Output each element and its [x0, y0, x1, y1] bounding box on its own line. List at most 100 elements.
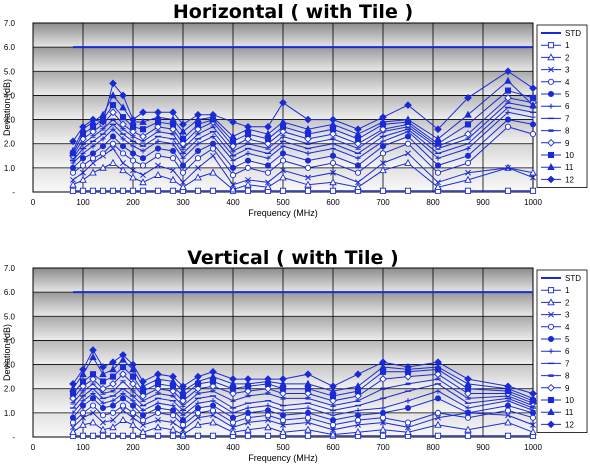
- data-point: [379, 117, 387, 125]
- legend-label: 12: [565, 175, 574, 184]
- data-point: [304, 125, 312, 133]
- data-point: [355, 179, 361, 186]
- data-point: [379, 143, 387, 150]
- data-point: [404, 419, 412, 426]
- data-point: [154, 374, 162, 382]
- data-point: [69, 428, 77, 436]
- data-point: [79, 420, 87, 428]
- data-point: [264, 375, 272, 383]
- series-line: [72, 390, 534, 416]
- series-11: [69, 353, 537, 402]
- data-point: [264, 162, 272, 169]
- data-point: [79, 382, 87, 391]
- legend-label: 3: [565, 311, 570, 320]
- data-point: [155, 417, 161, 424]
- data-point: [464, 389, 472, 398]
- data-point: [130, 389, 136, 393]
- data-point: [529, 187, 537, 194]
- data-point: [194, 110, 202, 119]
- data-point: [195, 141, 201, 147]
- data-point: [279, 173, 287, 181]
- data-point: [139, 155, 147, 162]
- data-point: [130, 135, 136, 138]
- data-point: [179, 396, 187, 405]
- legend-marker: [547, 396, 555, 404]
- data-point: [170, 132, 176, 136]
- data-point: [194, 125, 202, 134]
- data-point: [90, 160, 96, 166]
- data-point: [405, 424, 411, 431]
- data-point: [129, 127, 137, 136]
- data-point: [230, 158, 236, 164]
- data-point: [209, 187, 217, 194]
- data-point: [180, 412, 186, 418]
- data-point: [169, 187, 177, 194]
- data-point: [119, 150, 127, 157]
- y-tick-label: 1.0: [4, 409, 16, 418]
- data-point: [404, 187, 412, 194]
- data-point: [169, 115, 177, 123]
- legend-marker: [547, 323, 555, 330]
- data-point: [119, 143, 127, 150]
- y-tick-label: 7.0: [4, 19, 16, 28]
- data-point: [100, 419, 106, 426]
- data-point: [304, 187, 312, 194]
- x-tick-label: 900: [476, 198, 490, 207]
- data-point: [99, 363, 107, 371]
- data-point: [245, 419, 251, 426]
- x-tick-label: 800: [426, 198, 440, 207]
- data-point: [280, 167, 286, 174]
- data-point: [179, 169, 187, 176]
- data-point: [194, 121, 202, 128]
- data-point: [244, 131, 252, 138]
- data-point: [210, 412, 216, 419]
- data-point: [355, 399, 361, 403]
- data-point: [464, 375, 472, 383]
- data-point: [244, 122, 252, 131]
- data-point: [179, 135, 187, 142]
- data-point: [504, 432, 512, 439]
- legend-label: 7: [565, 359, 570, 368]
- data-point: [119, 166, 127, 174]
- legend-label: 1: [565, 286, 570, 295]
- data-point: [355, 155, 361, 161]
- data-point: [169, 108, 177, 117]
- data-point: [354, 388, 362, 395]
- data-point: [179, 127, 187, 135]
- data-point: [69, 164, 77, 171]
- data-point: [435, 155, 441, 161]
- data-point: [155, 162, 161, 169]
- legend-marker: [548, 311, 554, 318]
- data-point: [154, 170, 162, 178]
- data-point: [80, 398, 86, 404]
- data-point: [169, 407, 177, 414]
- data-point: [379, 166, 387, 174]
- data-point: [70, 410, 76, 416]
- data-point: [305, 150, 311, 156]
- data-point: [70, 424, 76, 431]
- data-point: [119, 351, 127, 359]
- legend-label: 5: [565, 335, 570, 344]
- data-point: [305, 142, 311, 145]
- data-point: [129, 150, 137, 157]
- data-point: [244, 409, 252, 416]
- data-point: [139, 162, 147, 169]
- data-point: [530, 114, 536, 120]
- data-point: [194, 115, 202, 123]
- series-12: [69, 67, 537, 146]
- data-point: [210, 398, 216, 404]
- data-point: [379, 409, 387, 416]
- data-point: [99, 150, 107, 157]
- data-point: [99, 378, 107, 385]
- data-point: [279, 428, 287, 436]
- data-point: [529, 168, 537, 176]
- data-point: [404, 428, 412, 436]
- data-point: [89, 371, 97, 378]
- legend-label: 11: [565, 163, 574, 172]
- data-point: [434, 134, 442, 142]
- data-point: [304, 164, 312, 171]
- x-tick-label: 100: [76, 198, 90, 207]
- data-point: [529, 389, 537, 398]
- series-4: [69, 123, 537, 179]
- legend-label: 10: [565, 151, 574, 160]
